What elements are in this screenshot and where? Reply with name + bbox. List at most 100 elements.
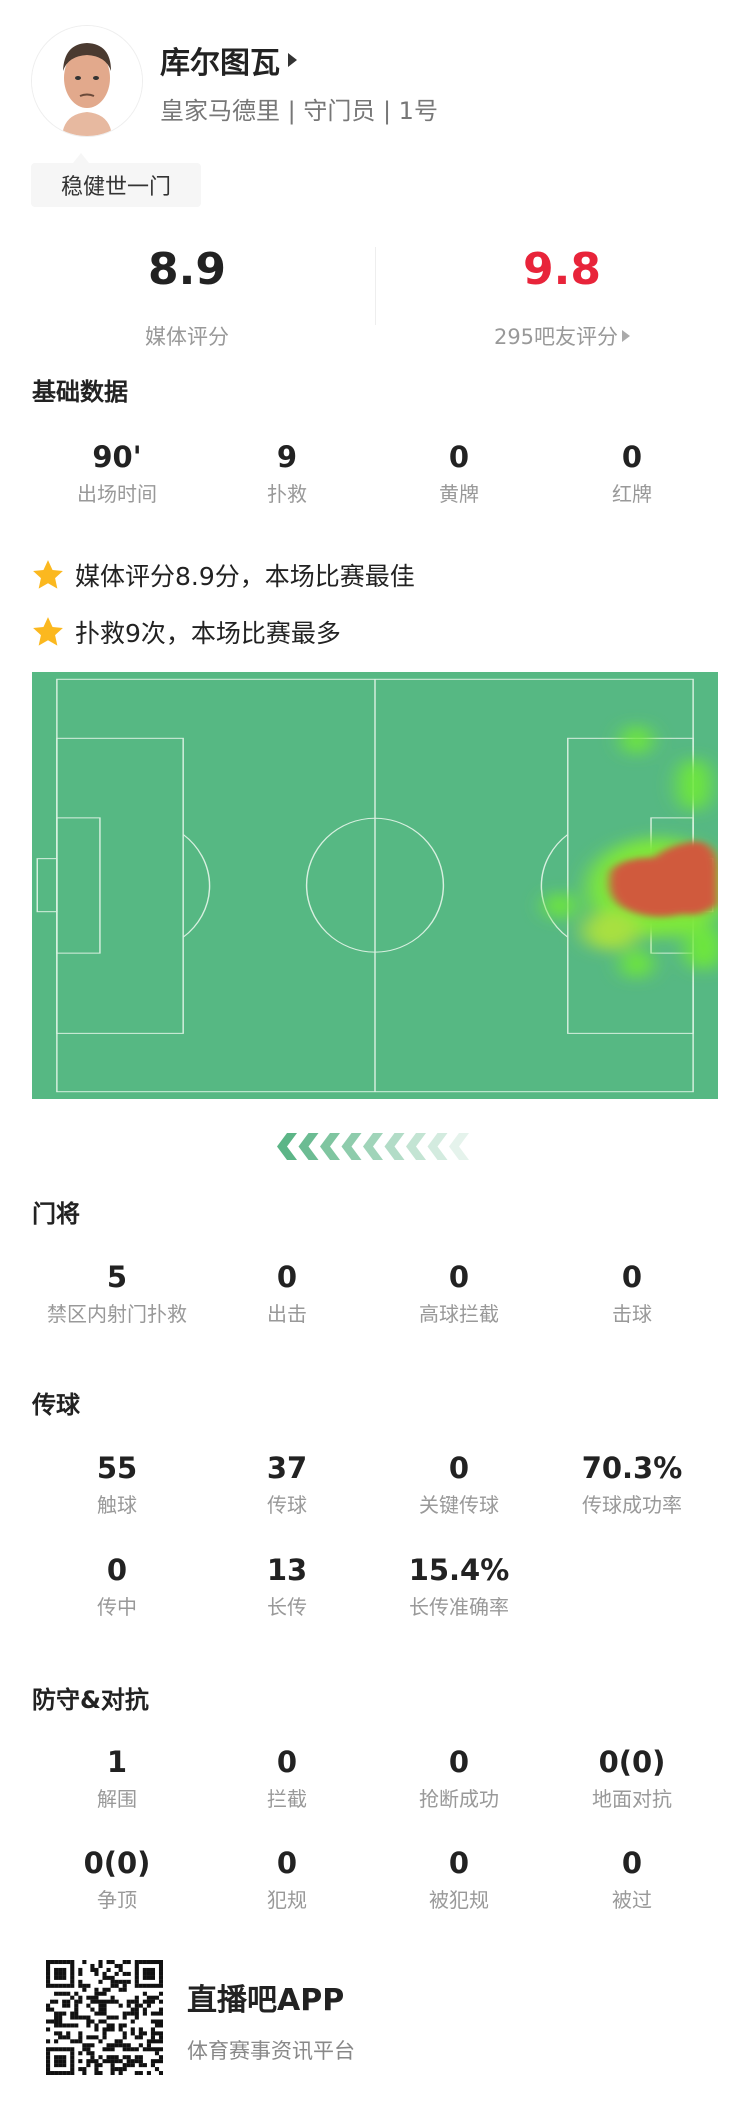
player-subtitle: 皇家马德里 | 守门员 | 1号 xyxy=(160,97,438,125)
stat-item: 0 犯规 xyxy=(201,1846,373,1913)
stat-label: 犯规 xyxy=(267,1888,307,1912)
stat-label: 地面对抗 xyxy=(592,1787,672,1811)
player-name-link[interactable]: 库尔图瓦 xyxy=(160,38,297,82)
stat-label: 红牌 xyxy=(612,482,652,506)
chevron-left-icon xyxy=(427,1133,448,1160)
rating-divider xyxy=(375,247,376,325)
section-title-passing-stats: 传球 xyxy=(32,1391,80,1419)
fan-rating-label: 295吧友评分 xyxy=(493,325,619,349)
stat-label: 触球 xyxy=(97,1493,137,1517)
stat-label: 抢断成功 xyxy=(419,1787,499,1811)
stat-value: 0(0) xyxy=(83,1846,151,1880)
stat-item: 90' 出场时间 xyxy=(31,440,203,507)
stat-label: 传球 xyxy=(267,1493,307,1517)
chevron-left-icon xyxy=(341,1133,362,1160)
stat-label: 传球成功率 xyxy=(582,1493,682,1517)
stat-item: 0 拦截 xyxy=(201,1745,373,1812)
player-tag-text: 稳健世一门 xyxy=(60,175,171,200)
stat-item: 70.3% 传球成功率 xyxy=(546,1451,718,1518)
stat-value: 0(0) xyxy=(598,1745,666,1779)
stat-item: 0 击球 xyxy=(546,1260,718,1327)
player-photo xyxy=(32,26,142,136)
stat-value: 90' xyxy=(92,440,142,474)
section-title-defense-stats: 防守&对抗 xyxy=(32,1686,149,1714)
stat-value: 0 xyxy=(276,1846,298,1880)
chevron-left-icon xyxy=(363,1133,383,1160)
stat-item: 0 被过 xyxy=(546,1846,718,1913)
heatmap-pitch xyxy=(32,672,718,1099)
stat-value: 13 xyxy=(266,1553,308,1587)
stat-value: 1 xyxy=(106,1745,128,1779)
stat-label: 拦截 xyxy=(267,1787,307,1811)
stat-label: 出击 xyxy=(267,1302,307,1326)
stat-item: 1 解围 xyxy=(31,1745,203,1812)
fan-rating-value: 9.8 xyxy=(523,244,601,295)
stat-value: 55 xyxy=(96,1451,138,1485)
stat-item: 0 抢断成功 xyxy=(373,1745,545,1812)
stat-item: 0 被犯规 xyxy=(373,1846,545,1913)
heatmap-hotspot xyxy=(609,841,718,917)
player-avatar[interactable] xyxy=(31,25,143,137)
stat-label: 被过 xyxy=(612,1888,652,1912)
stat-item: 0 关键传球 xyxy=(373,1451,545,1518)
pitch-svg xyxy=(36,678,718,1093)
stat-label: 扑救 xyxy=(267,482,307,506)
stat-item: 13 长传 xyxy=(201,1553,373,1620)
stat-value: 0 xyxy=(448,1745,470,1779)
stat-item: 0 高球拦截 xyxy=(373,1260,545,1327)
fan-rating[interactable]: 9.8 295吧友评分 xyxy=(412,245,712,351)
stat-item: 9 扑救 xyxy=(201,440,373,507)
chevron-left-icon xyxy=(320,1133,340,1160)
stat-label: 长传准确率 xyxy=(409,1595,509,1619)
stat-item: 0 出击 xyxy=(201,1260,373,1327)
highlight-item: 媒体评分8.9分，本场比赛最佳 xyxy=(31,557,415,593)
caret-right-icon xyxy=(288,53,297,67)
stat-item: 0(0) 争顶 xyxy=(31,1846,203,1913)
stat-value: 15.4% xyxy=(408,1553,510,1587)
stat-value: 0 xyxy=(448,440,470,474)
stat-item: 0 红牌 xyxy=(546,440,718,507)
stat-value: 5 xyxy=(106,1260,128,1294)
stat-item: 5 禁区内射门扑救 xyxy=(31,1260,203,1327)
chevron-left-icon xyxy=(277,1133,297,1160)
stat-value: 0 xyxy=(621,1260,643,1294)
stat-item: 15.4% 长传准确率 xyxy=(373,1553,545,1620)
stat-item: 0 传中 xyxy=(31,1553,203,1620)
stat-item: 55 触球 xyxy=(31,1451,203,1518)
stat-value: 0 xyxy=(448,1260,470,1294)
chevron-left-icon xyxy=(298,1133,319,1160)
stat-label: 击球 xyxy=(612,1302,652,1326)
scroll-hint-chevrons xyxy=(277,1133,469,1160)
stat-value: 0 xyxy=(621,1846,643,1880)
stat-label: 争顶 xyxy=(97,1888,137,1912)
star-icon xyxy=(33,617,63,646)
stat-value: 0 xyxy=(621,440,643,474)
app-description: 体育赛事资讯平台 xyxy=(187,2039,355,2063)
stat-item: 37 传球 xyxy=(201,1451,373,1518)
stat-label: 黄牌 xyxy=(439,482,479,506)
player-name: 库尔图瓦 xyxy=(160,46,280,81)
stat-label: 禁区内射门扑救 xyxy=(47,1302,187,1326)
media-rating: 8.9 媒体评分 xyxy=(37,245,337,351)
stat-value: 0 xyxy=(448,1451,470,1485)
stat-item: 0 黄牌 xyxy=(373,440,545,507)
app-name: 直播吧APP xyxy=(187,1983,345,2018)
stat-label: 出场时间 xyxy=(77,482,157,506)
stat-label: 长传 xyxy=(267,1595,307,1619)
highlight-text: 媒体评分8.9分，本场比赛最佳 xyxy=(75,562,415,591)
chevron-left-icon xyxy=(384,1133,405,1160)
stat-label: 解围 xyxy=(97,1787,137,1811)
section-title-basic-stats: 基础数据 xyxy=(32,378,128,406)
stat-label: 传中 xyxy=(97,1595,137,1619)
highlight-text: 扑救9次，本场比赛最多 xyxy=(75,619,341,648)
stat-label: 被犯规 xyxy=(429,1888,489,1912)
stat-label: 高球拦截 xyxy=(419,1302,499,1326)
stat-value: 37 xyxy=(266,1451,308,1485)
media-rating-label: 媒体评分 xyxy=(145,325,229,349)
player-tag: 稳健世一门 xyxy=(31,153,201,207)
stat-label: 关键传球 xyxy=(419,1493,499,1517)
chevron-left-icon xyxy=(406,1133,426,1160)
stat-value: 9 xyxy=(276,440,298,474)
stat-value: 0 xyxy=(448,1846,470,1880)
section-title-goalkeeping-stats: 门将 xyxy=(32,1200,80,1228)
